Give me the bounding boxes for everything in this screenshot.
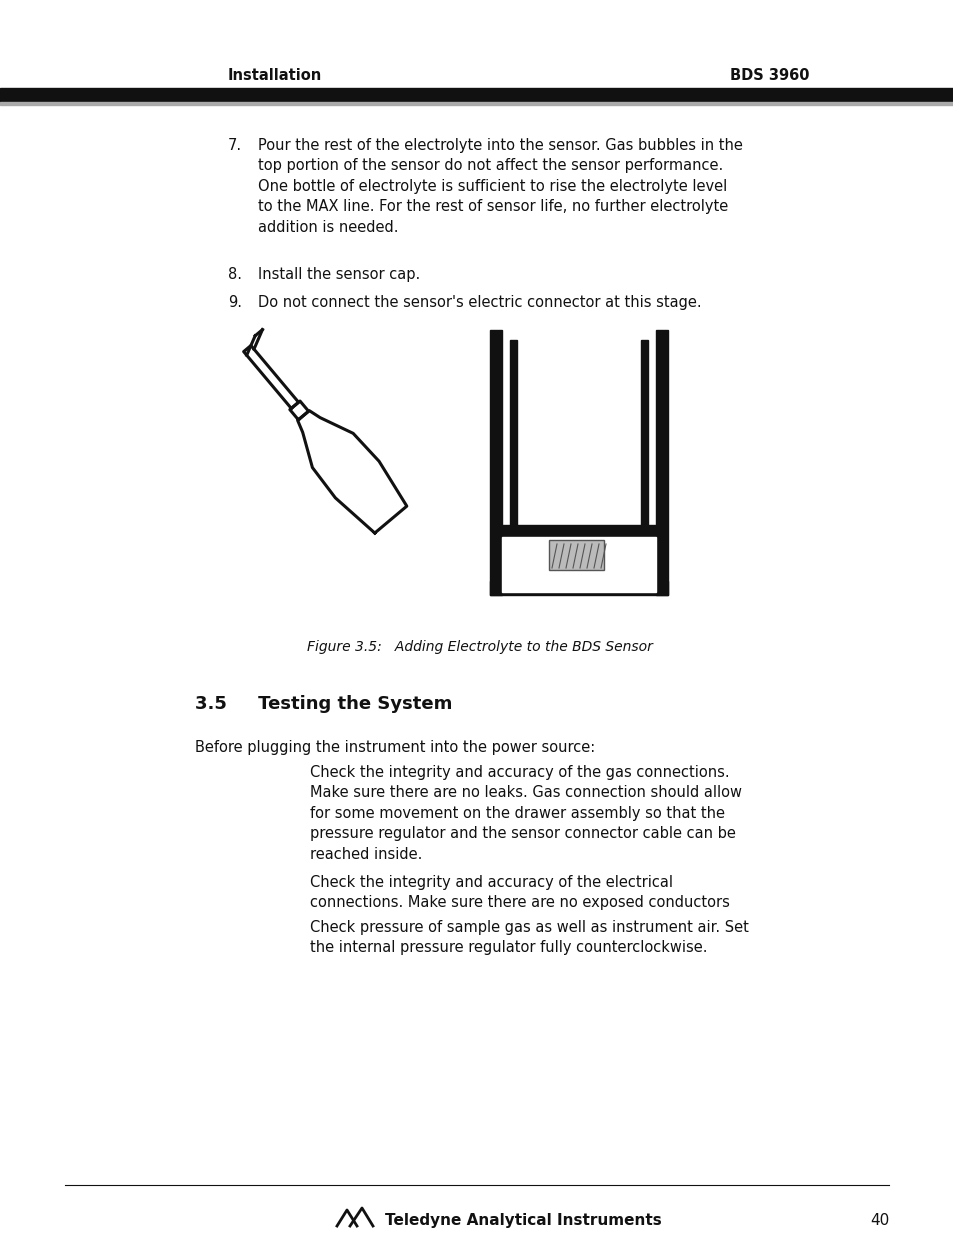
Bar — [640, 340, 647, 525]
Text: Check the integrity and accuracy of the gas connections.
Make sure there are no : Check the integrity and accuracy of the … — [310, 764, 741, 862]
Text: BDS 3960: BDS 3960 — [729, 68, 809, 83]
Bar — [0, 103, 953, 105]
Text: Before plugging the instrument into the power source:: Before plugging the instrument into the … — [194, 740, 595, 755]
Text: 7.: 7. — [228, 138, 242, 153]
Bar — [490, 330, 501, 595]
Text: Installation: Installation — [228, 68, 322, 83]
Text: 9.: 9. — [228, 295, 242, 310]
Text: 40: 40 — [869, 1213, 888, 1228]
Bar — [510, 340, 517, 525]
Bar — [501, 537, 656, 592]
Bar — [0, 88, 953, 103]
Bar — [656, 330, 667, 595]
Text: Install the sensor cap.: Install the sensor cap. — [257, 267, 420, 282]
Text: Check pressure of sample gas as well as instrument air. Set
the internal pressur: Check pressure of sample gas as well as … — [310, 920, 748, 956]
Bar — [548, 540, 603, 571]
Text: Figure 3.5:   Adding Electrolyte to the BDS Sensor: Figure 3.5: Adding Electrolyte to the BD… — [307, 640, 652, 655]
Text: Check the integrity and accuracy of the electrical
connections. Make sure there : Check the integrity and accuracy of the … — [310, 876, 729, 910]
Text: 8.: 8. — [228, 267, 242, 282]
Text: Do not connect the sensor's electric connector at this stage.: Do not connect the sensor's electric con… — [257, 295, 700, 310]
Text: Pour the rest of the electrolyte into the sensor. Gas bubbles in the
top portion: Pour the rest of the electrolyte into th… — [257, 138, 742, 235]
Text: Teledyne Analytical Instruments: Teledyne Analytical Instruments — [385, 1213, 661, 1228]
Bar — [490, 580, 667, 595]
Text: 3.5     Testing the System: 3.5 Testing the System — [194, 695, 452, 713]
Bar — [501, 525, 656, 537]
